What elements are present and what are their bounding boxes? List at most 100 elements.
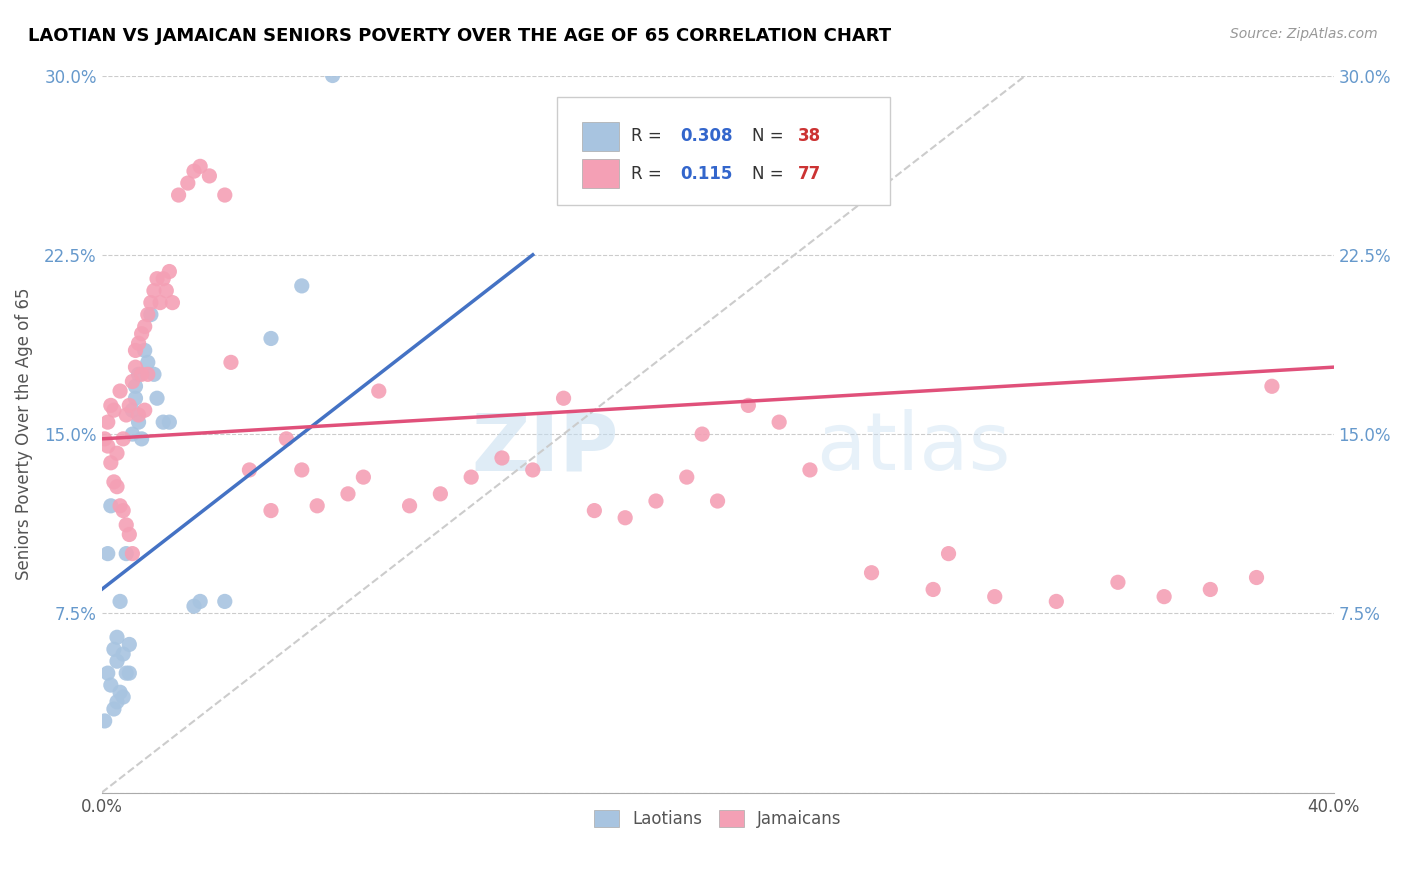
Point (108, 499, 131, 513)
Point (429, 487, 451, 501)
Point (97, 666, 120, 681)
Point (128, 336, 150, 351)
Point (142, 368, 165, 382)
Point (112, 432, 135, 446)
Point (583, 503, 606, 517)
Point (922, 582, 945, 597)
Point (118, 527, 141, 541)
Point (105, 446, 128, 460)
Point (118, 637, 141, 651)
Text: 0.308: 0.308 (681, 128, 733, 145)
Point (139, 295, 162, 310)
Point (108, 594, 131, 608)
Point (93, 432, 115, 446)
Point (97, 547, 120, 561)
Point (100, 398, 122, 412)
Point (167, 188, 190, 202)
Point (260, 331, 283, 345)
Point (1246, 570, 1268, 584)
Point (128, 408, 150, 422)
Point (276, 432, 298, 446)
Text: R =: R = (631, 128, 668, 145)
Point (115, 408, 138, 422)
Point (291, 463, 314, 477)
Y-axis label: Seniors Poverty Over the Age of 65: Seniors Poverty Over the Age of 65 (15, 288, 32, 581)
Point (121, 547, 143, 561)
Text: N =: N = (752, 165, 789, 183)
Point (177, 176, 200, 190)
Point (146, 391, 169, 405)
Point (157, 415, 180, 429)
Text: Source: ZipAtlas.com: Source: ZipAtlas.com (1230, 27, 1378, 41)
Legend: Laotians, Jamaicans: Laotians, Jamaicans (586, 803, 848, 835)
Point (100, 678, 122, 692)
Point (134, 319, 156, 334)
Point (108, 685, 131, 699)
Point (398, 499, 420, 513)
Point (938, 547, 960, 561)
Point (121, 427, 143, 442)
Point (103, 702, 125, 716)
Point (134, 403, 156, 417)
Point (491, 450, 513, 465)
Point (238, 463, 260, 477)
Point (460, 470, 482, 484)
Point (690, 427, 713, 442)
Point (198, 169, 221, 183)
Bar (582, 122, 619, 151)
Point (367, 384, 389, 398)
Point (105, 480, 128, 494)
Point (108, 384, 131, 398)
Point (124, 360, 146, 375)
Point (352, 470, 374, 484)
Point (118, 666, 141, 681)
Point (183, 599, 205, 614)
Point (322, 69, 344, 83)
Point (105, 630, 128, 644)
Point (115, 666, 138, 681)
Point (142, 284, 165, 298)
Point (706, 494, 728, 508)
Point (100, 499, 122, 513)
Point (112, 647, 135, 661)
Point (118, 398, 141, 412)
Point (1045, 594, 1067, 608)
Point (1153, 590, 1175, 604)
Point (115, 517, 138, 532)
Point (1107, 575, 1129, 590)
FancyBboxPatch shape (557, 97, 890, 204)
Point (307, 499, 329, 513)
Point (768, 415, 790, 429)
Text: 38: 38 (797, 128, 821, 145)
Text: ZIP: ZIP (472, 409, 619, 487)
Point (157, 264, 180, 278)
Point (103, 403, 125, 417)
Point (860, 566, 883, 580)
Text: 77: 77 (797, 165, 821, 183)
Point (131, 326, 153, 341)
Point (121, 375, 143, 389)
Point (97, 439, 120, 453)
Point (214, 188, 236, 202)
Point (105, 695, 128, 709)
Point (336, 487, 359, 501)
Bar (582, 160, 619, 188)
Point (146, 271, 169, 285)
Point (136, 308, 159, 322)
Point (614, 510, 637, 524)
Point (112, 503, 135, 517)
Text: N =: N = (752, 128, 789, 145)
Point (105, 654, 128, 668)
Point (121, 403, 143, 417)
Point (112, 690, 135, 704)
Text: LAOTIAN VS JAMAICAN SENIORS POVERTY OVER THE AGE OF 65 CORRELATION CHART: LAOTIAN VS JAMAICAN SENIORS POVERTY OVER… (28, 27, 891, 45)
Point (291, 278, 314, 293)
Point (152, 271, 174, 285)
Point (131, 368, 153, 382)
Point (93, 714, 115, 728)
Point (103, 642, 125, 657)
Point (675, 470, 697, 484)
Text: atlas: atlas (815, 409, 1011, 487)
Point (131, 432, 153, 446)
Point (219, 355, 242, 369)
